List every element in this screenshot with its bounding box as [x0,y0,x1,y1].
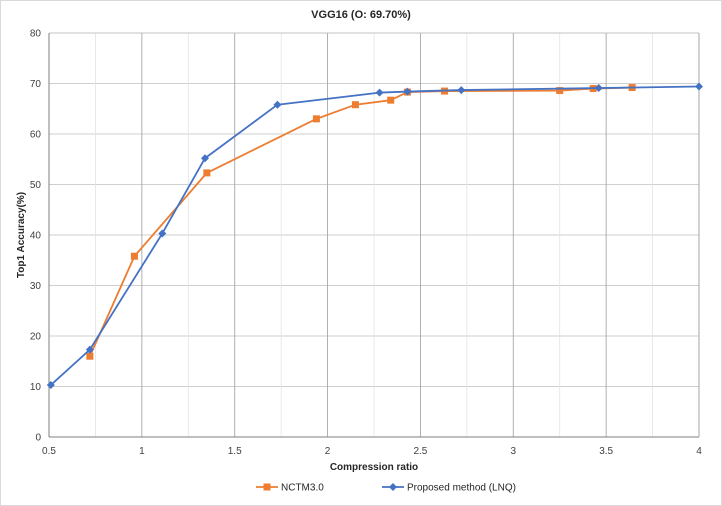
chart-title: VGG16 (O: 69.70%) [311,9,411,21]
data-point [85,345,94,354]
y-tick-label: 20 [30,332,42,343]
series-line [89,86,633,357]
x-tick-label: 3.5 [599,446,613,457]
data-point [130,252,138,260]
data-point [403,87,412,96]
x-tick-label: 2.5 [413,446,427,457]
axes [48,32,700,438]
y-tick-label: 0 [35,433,41,444]
y-tick-label: 30 [30,281,42,292]
data-point [457,86,466,95]
data-point [86,352,94,360]
y-tick-label: 60 [30,130,42,141]
data-point [203,169,211,177]
x-axis-title: Compression ratio [330,462,418,473]
data-point [158,229,167,238]
y-tick-label: 80 [30,29,42,40]
data-point [695,82,703,91]
legend: NCTM3.0 Proposed method (LNQ) [256,483,516,494]
data-series [46,82,703,389]
data-point [375,88,384,97]
series-lnq [46,82,703,389]
data-point [312,115,320,123]
x-tick-label: 2 [325,446,331,457]
data-point [594,84,603,93]
x-tick-label: 4 [696,446,702,457]
legend-label: Proposed method (LNQ) [407,483,516,494]
x-tick-label: 1.5 [228,446,242,457]
data-point [387,96,395,104]
legend-label: NCTM3.0 [281,483,324,494]
x-tick-label: 3 [511,446,517,457]
data-point [273,100,282,109]
y-tick-label: 10 [30,382,42,393]
legend-item: NCTM3.0 [256,483,324,494]
data-point [46,380,55,389]
y-tick-label: 70 [30,79,42,90]
legend-marker [263,483,271,491]
data-point [201,154,209,163]
legend-item: Proposed method (LNQ) [382,483,516,494]
y-tick-label: 50 [30,180,42,191]
x-tick-label: 0.5 [42,446,56,457]
y-tick-label: 40 [30,231,42,242]
data-point [351,101,359,109]
series-line [50,85,700,386]
x-tick-label: 1 [139,446,145,457]
tick-labels: 0 10 20 30 40 50 60 70 80 0.5 1 1.5 2 2.5 3 3.5 4 [30,29,702,458]
y-axis-title: Top1 Accuracy(%) [16,192,27,278]
legend-marker [389,483,397,491]
data-point [556,87,564,95]
